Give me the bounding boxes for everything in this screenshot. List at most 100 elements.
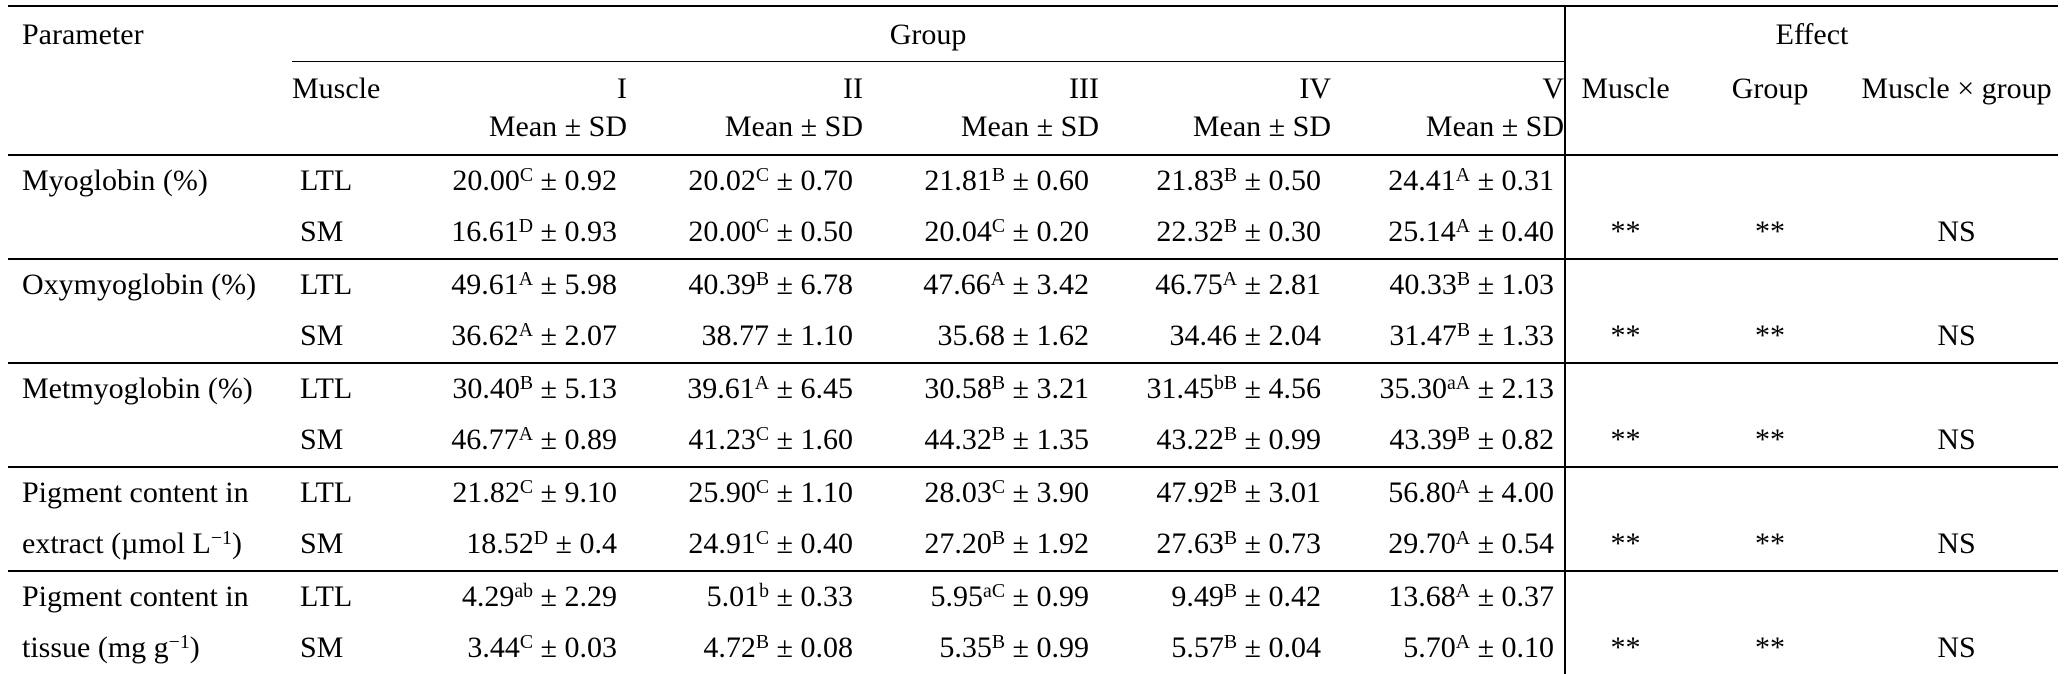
value-cell: 24.41A ± 0.31 [1331,154,1566,207]
effect-cell-empty [1685,362,1856,415]
effect-cell: ** [1564,311,1686,363]
column-header-group-4: IV [1299,72,1331,105]
value-cell: 9.49B ± 0.42 [1099,570,1331,623]
effect-cell: ** [1755,631,1786,664]
parameter-line: Pigment content in [22,580,249,613]
muscle-cell: LTL [292,154,412,207]
header-row-columns: Muscle I II III IV V Muscle Group Muscle… [8,61,2058,109]
effect-cell-empty [1855,258,2059,311]
table-header: Parameter Group Effect Muscle I II III I… [8,6,2059,156]
meansd-label-5: Mean ± SD [1331,109,1566,156]
table-row: SM 46.77A ± 0.89 41.23C ± 1.60 44.32B ± 1.3… [8,415,2058,467]
value-cell: 20.02C ± 0.70 [627,154,863,207]
value-cell: 30.40B ± 5.13 [412,362,627,415]
muscle-cell: SM [300,215,344,248]
parameter-cell: Metmyoglobin (%) [8,362,292,467]
table-row: Metmyoglobin (%) LTL 30.40B ± 5.13 39.61A ±… [8,362,2059,467]
table-row: SM 36.62A ± 2.07 38.77 ± 1.10 35.68 ± 1.62 3… [8,311,2058,363]
value-cell: 5.35B ± 0.99 [939,631,1089,664]
meansd-label-4: Mean ± SD [1099,109,1331,156]
effect-cell-empty [1855,570,2059,623]
value-cell: 40.39B ± 6.78 [627,258,863,311]
effect-cell-empty [1564,154,1686,207]
column-header-group-5: V [1542,72,1565,105]
value-cell: 24.91C ± 0.40 [688,527,853,560]
value-cell: 25.90C ± 1.10 [627,466,863,519]
value-cell: 40.33B ± 1.03 [1331,258,1566,311]
value-cell: 27.63B ± 0.73 [1156,527,1321,560]
effect-cell-empty [1564,570,1686,623]
effect-cell: NS [1937,215,1976,248]
effect-cell-empty [1855,466,2059,519]
table-row: Myoglobin (%) LTL 20.00C ± 0.92 20.02C ± 0.… [8,154,2059,259]
value-cell: 31.45bB ± 4.56 [1099,362,1331,415]
effect-cell-empty [1564,466,1686,519]
muscle-cell: LTL [292,466,412,519]
meansd-label-2: Mean ± SD [627,109,863,156]
effect-cell: NS [1937,423,1976,456]
effect-cell: ** [1755,215,1786,248]
header-row-meansd: Mean ± SD Mean ± SD Mean ± SD Mean ± SD … [8,109,2059,156]
data-table: Parameter Group Effect Muscle I II III I… [8,5,2059,674]
value-cell: 20.04C ± 0.20 [924,215,1089,248]
value-cell: 43.39B ± 0.82 [1389,423,1555,456]
value-cell: 20.00C ± 0.50 [688,215,853,248]
parameter-line: extract (µmol L−1) [22,527,242,560]
column-header-group-1: I [617,72,627,105]
meansd-label-3: Mean ± SD [863,109,1099,156]
effect-cell-empty [1564,362,1686,415]
value-cell: 25.14A ± 0.40 [1388,215,1555,248]
effect-cell: ** [1564,415,1686,467]
muscle-cell: LTL [292,362,412,415]
parameter-line: tissue (mg g−1) [22,631,200,664]
muscle-cell: SM [300,423,344,456]
value-cell: 18.52D ± 0.4 [466,527,617,560]
value-cell: 4.29ab ± 2.29 [412,570,627,623]
header-row-spans: Parameter Group Effect [8,6,2059,156]
value-cell: 47.66A ± 3.42 [863,258,1099,311]
muscle-cell: SM [300,631,344,664]
parameter-line: Metmyoglobin (%) [22,372,253,405]
effect-cell: ** [1755,423,1786,456]
parameter-line: Myoglobin (%) [22,164,208,197]
effect-cell: ** [1564,519,1686,571]
value-cell: 31.47B ± 1.33 [1389,319,1555,352]
table-row: SM 18.52D ± 0.4 24.91C ± 0.40 27.20B ± 1.92… [8,519,2058,571]
value-cell: 35.68 ± 1.62 [937,319,1089,352]
value-cell: 20.00C ± 0.92 [412,154,627,207]
effect-cell-empty [1685,570,1856,623]
effect-cell: ** [1755,319,1786,352]
value-cell: 13.68A ± 0.37 [1331,570,1566,623]
value-cell: 3.44C ± 0.03 [467,631,617,664]
parameter-cell: Oxymyoglobin (%) [8,258,292,363]
value-cell: 46.75A ± 2.81 [1099,258,1331,311]
column-header-effect-interaction: Muscle × group [1861,71,2052,105]
column-header-effect-group: Group [1731,71,1809,105]
value-cell: 30.58B ± 3.21 [863,362,1099,415]
column-header-parameter: Parameter [8,6,292,156]
effect-cell: NS [1937,631,1976,664]
value-cell: 29.70A ± 0.54 [1388,527,1555,560]
value-cell: 4.72B ± 0.08 [703,631,853,664]
effect-cell: NS [1937,319,1976,352]
value-cell: 5.70A ± 0.10 [1403,631,1555,664]
table-row: Oxymyoglobin (%) LTL 49.61A ± 5.98 40.39B ±… [8,258,2059,363]
table-body: Myoglobin (%) LTL 20.00C ± 0.92 20.02C ± 0.… [8,154,2059,674]
value-cell: 21.83B ± 0.50 [1099,154,1331,207]
effect-cell: ** [1564,623,1686,674]
effect-cell: ** [1755,527,1786,560]
value-cell: 22.32B ± 0.30 [1156,215,1321,248]
value-cell: 41.23C ± 1.60 [688,423,853,456]
value-cell: 34.46 ± 2.04 [1169,319,1321,352]
effect-cell: ** [1564,207,1686,259]
effect-cell-empty [1855,362,2059,415]
effect-cell-empty [1685,466,1856,519]
value-cell: 43.22B ± 0.99 [1156,423,1321,456]
value-cell: 44.32B ± 1.35 [924,423,1089,456]
column-header-group-3: III [1069,72,1099,105]
parameter-line: Pigment content in [22,476,249,509]
value-cell: 21.82C ± 9.10 [412,466,627,519]
value-cell: 46.77A ± 0.89 [451,423,617,456]
value-cell: 49.61A ± 5.98 [412,258,627,311]
value-cell: 5.01b ± 0.33 [627,570,863,623]
